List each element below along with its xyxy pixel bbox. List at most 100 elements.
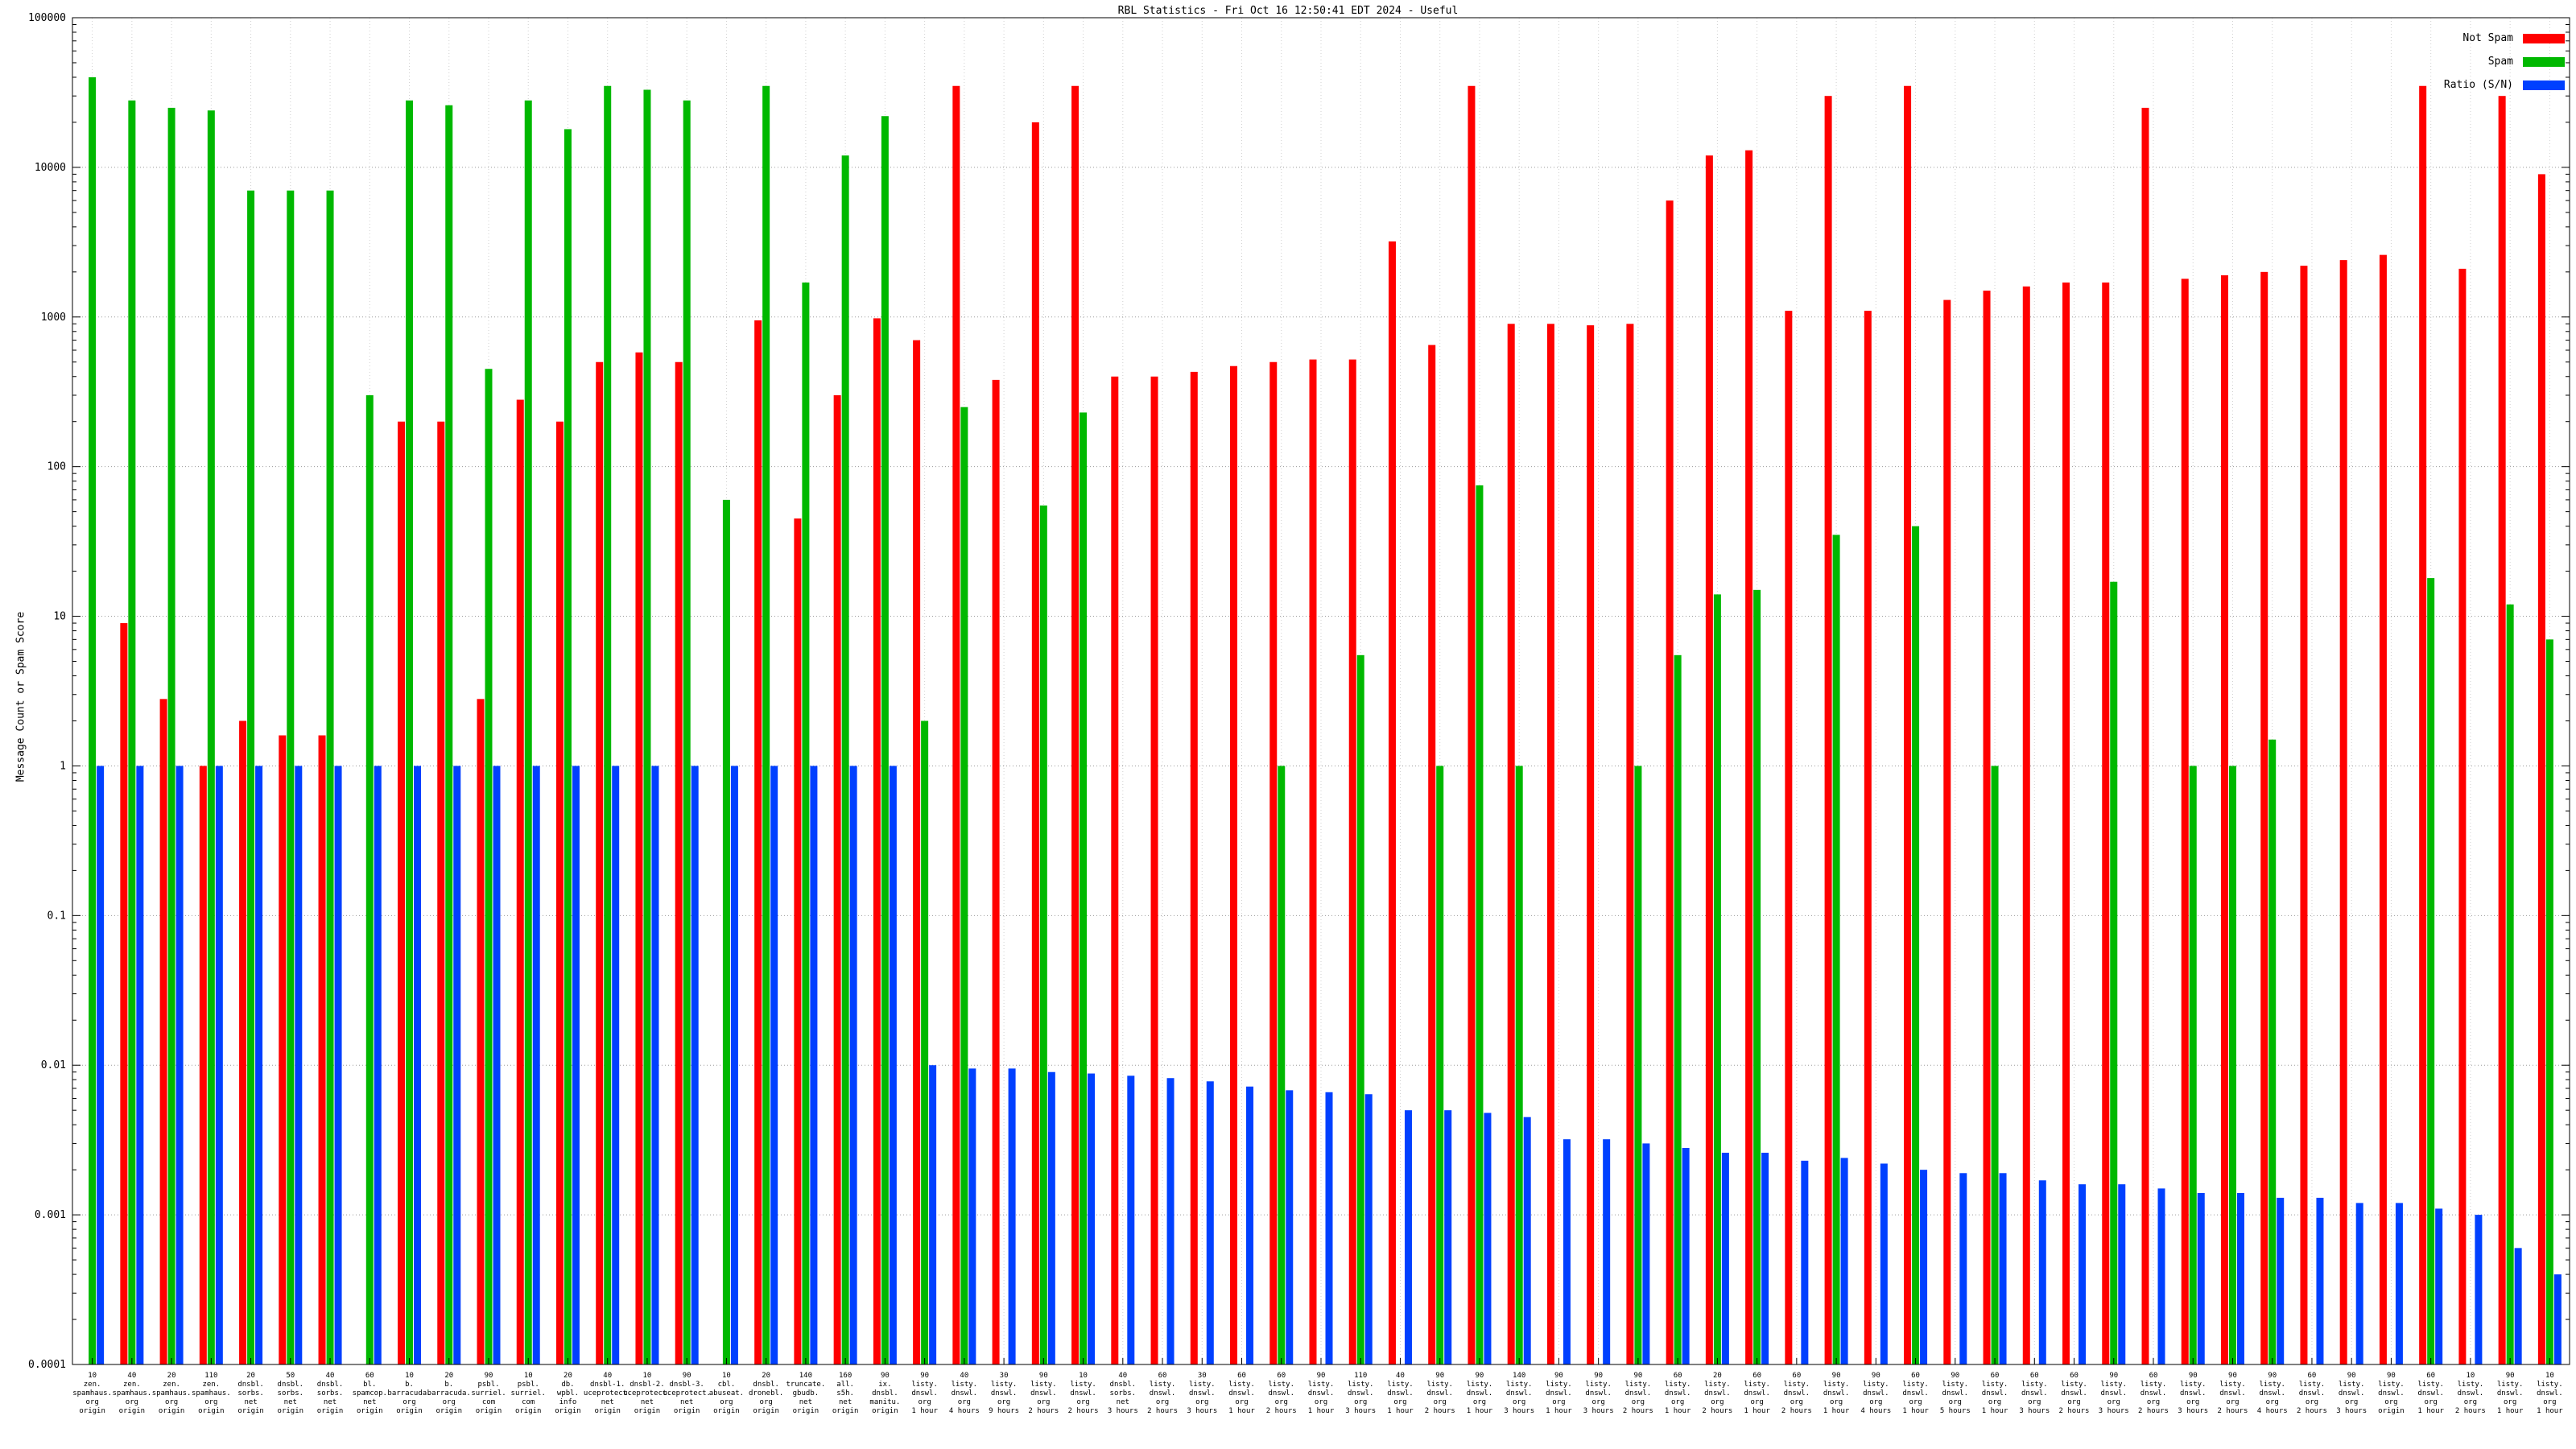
not-spam-bar: [873, 318, 881, 1365]
ratio-bar: [2038, 1180, 2046, 1364]
legend-entry-spam: Spam: [2444, 56, 2565, 68]
ratio-bar: [2395, 1203, 2403, 1364]
x-tick-label: 60 listy. dnswl. org 2 hours: [1147, 1372, 1178, 1415]
not-spam-bar: [1468, 85, 1476, 1364]
x-tick-label: 40 listy. dnswl. org 1 hour: [1387, 1372, 1414, 1415]
ratio-bar: [97, 766, 105, 1364]
x-tick-label: 20 zen. spamhaus. org origin: [152, 1372, 192, 1415]
x-tick-label: 90 listy. dnswl. org 1 hour: [1308, 1372, 1335, 1415]
not-spam-bar: [2300, 266, 2308, 1364]
ratio-bar: [1008, 1068, 1016, 1364]
ratio-bar: [1127, 1075, 1135, 1364]
spam-bar: [2228, 766, 2236, 1364]
not-spam-bar: [318, 735, 326, 1364]
ratio-bar: [453, 766, 461, 1364]
ratio-bar: [1801, 1160, 1809, 1364]
x-tick-label: 40 dnsbl. sorbs. net 3 hours: [1108, 1372, 1138, 1415]
not-spam-bar: [1348, 359, 1356, 1365]
spam-bar: [1991, 766, 1999, 1364]
y-axis-label: Message Count or Spam Score: [14, 611, 27, 782]
not-spam-bar: [2102, 282, 2110, 1364]
x-tick-label: 10 dnsbl-2. uceprotect. net origin: [623, 1372, 671, 1415]
ratio-bar: [374, 766, 382, 1364]
spam-bar: [2268, 739, 2277, 1364]
x-tick-label: 60 listy. dnswl. org 2 hours: [2138, 1372, 2169, 1415]
ratio-bar: [730, 766, 738, 1364]
not-spam-bar: [1864, 311, 1872, 1364]
ratio-bar: [1999, 1173, 2007, 1364]
x-tick-label: 10 psbl. surriel. com origin: [511, 1372, 546, 1415]
not-spam-bar: [2141, 107, 2149, 1364]
ratio-bar: [1484, 1113, 1492, 1364]
ratio-bar: [572, 766, 580, 1364]
not-spam-bar: [2062, 282, 2070, 1364]
not-spam-bar: [1666, 200, 1674, 1364]
x-tick-label: 160 all. s5h. net origin: [832, 1372, 859, 1415]
ratio-bar: [1286, 1090, 1294, 1364]
x-tick-label: 90 dnsbl-3. uceprotect. net origin: [663, 1372, 711, 1415]
x-tick-label: 10 cbl. abuseat. org origin: [709, 1372, 744, 1415]
x-tick-label: 40 dnsbl. sorbs. net origin: [317, 1372, 344, 1415]
x-tick-label: 90 listy. dnswl. org 3 hours: [2178, 1372, 2208, 1415]
spam-bar: [683, 100, 691, 1364]
legend-entry-not-spam: Not Spam: [2444, 32, 2565, 44]
spam-bar: [1713, 594, 1721, 1364]
x-tick-label: 10 b. barracuda. org origin: [387, 1372, 431, 1415]
spam-bar: [1832, 535, 1840, 1364]
not-spam-bar: [2458, 268, 2467, 1364]
not-spam-bar: [596, 361, 604, 1365]
ratio-bar: [889, 766, 897, 1364]
not-spam-bar: [1943, 299, 1951, 1365]
spam-bar: [1436, 766, 1444, 1364]
not-spam-bar: [1785, 311, 1793, 1364]
spam-bar: [722, 499, 730, 1364]
x-tick-label: 90 listy. dnswl. org 1 hour: [1546, 1372, 1572, 1415]
spam-bar: [881, 116, 889, 1364]
not-spam-bar: [1071, 85, 1080, 1364]
x-tick-label: 90 listy. dnswl. org 4 hours: [2257, 1372, 2288, 1415]
not-spam-bar: [1705, 155, 1713, 1365]
not-spam-bar: [1904, 85, 1912, 1364]
ratio-bar: [2553, 1274, 2562, 1364]
spam-bar: [524, 100, 532, 1364]
spam-bar: [2189, 766, 2197, 1364]
ratio-bar: [2514, 1248, 2522, 1364]
not-spam-bar: [992, 379, 1000, 1364]
ratio-bar: [1920, 1170, 1928, 1364]
legend-swatch-not-spam: [2523, 33, 2565, 43]
spam-bar: [802, 282, 810, 1364]
not-spam-bar: [2260, 271, 2268, 1365]
x-tick-label: 90 listy. dnswl. org 1 hour: [1823, 1372, 1850, 1415]
x-tick-label: 110 listy. dnswl. org 3 hours: [1345, 1372, 1376, 1415]
x-tick-label: 90 listy. dnswl. org 3 hours: [2336, 1372, 2367, 1415]
ratio-bar: [295, 766, 303, 1364]
x-tick-label: 110 zen. spamhaus. org origin: [192, 1372, 231, 1415]
not-spam-bar: [2498, 96, 2506, 1364]
x-tick-label: 140 listy. dnswl. org 3 hours: [1504, 1372, 1534, 1415]
x-tick-label: 60 bl. spamcop. net origin: [353, 1372, 387, 1415]
ratio-bar: [849, 766, 857, 1364]
not-spam-bar: [1031, 122, 1039, 1364]
y-tick-label: 100000: [28, 12, 66, 24]
chart-title: RBL Statistics - Fri Oct 16 12:50:41 EDT…: [1117, 5, 1459, 17]
legend-label-ratio: Ratio (S/N): [2443, 79, 2513, 91]
not-spam-bar: [1587, 325, 1595, 1364]
not-spam-bar: [1745, 150, 1753, 1364]
x-tick-label: 90 listy. dnswl. org 4 hours: [1860, 1372, 1891, 1415]
ratio-bar: [215, 766, 223, 1364]
ratio-bar: [2435, 1208, 2443, 1364]
not-spam-bar: [754, 320, 762, 1364]
spam-bar: [921, 720, 929, 1364]
legend-swatch-spam: [2523, 56, 2565, 67]
not-spam-bar: [1428, 345, 1436, 1364]
not-spam-bar: [437, 421, 445, 1365]
ratio-bar: [1682, 1147, 1690, 1364]
not-spam-bar: [833, 394, 841, 1365]
x-tick-label: 10 listy. dnswl. org 2 hours: [1068, 1372, 1099, 1415]
x-tick-label: 90 listy. dnswl. org origin: [2378, 1372, 2405, 1415]
spam-bar: [89, 76, 97, 1364]
spam-bar: [247, 190, 255, 1364]
spam-bar: [841, 155, 849, 1365]
x-tick-label: 40 dnsbl-1. uceprotect. net origin: [584, 1372, 632, 1415]
not-spam-bar: [1230, 365, 1238, 1364]
